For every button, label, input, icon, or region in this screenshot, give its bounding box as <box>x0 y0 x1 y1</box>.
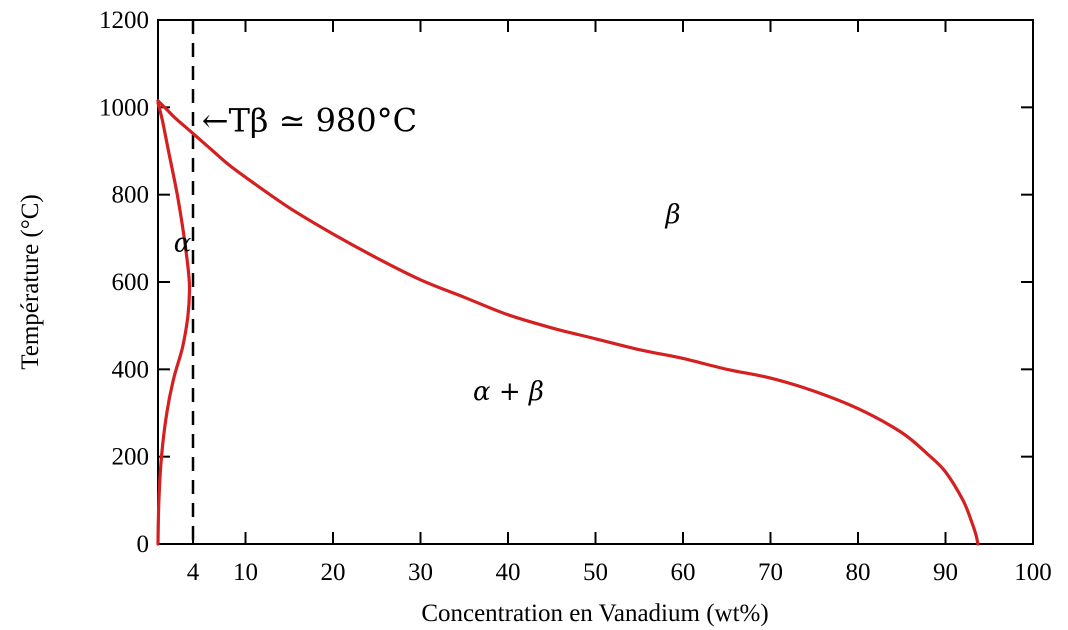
plot-frame <box>157 19 1034 545</box>
annotation-label: α <box>174 228 192 258</box>
x-tick-label: 60 <box>671 559 696 586</box>
beta-transus-curve <box>156 99 980 546</box>
y-tick-label: 400 <box>112 356 150 383</box>
phase-boundaries <box>156 99 980 546</box>
x-tick-label: 100 <box>1014 559 1052 586</box>
x-axis-title: Concentration en Vanadium (wt%) <box>421 600 768 627</box>
x-tick-label: 10 <box>233 559 258 586</box>
x-tick-label: 40 <box>496 559 521 586</box>
y-tick-label: 0 <box>137 531 150 558</box>
x-tick-label: 80 <box>846 559 871 586</box>
axis-ticks <box>158 19 1034 545</box>
annotation-label: ←Tβ ≃ 980°C <box>202 101 417 139</box>
x-tick-label: 30 <box>408 559 433 586</box>
x-tick-label: 90 <box>933 559 958 586</box>
y-tick-label: 1200 <box>99 7 149 34</box>
x-tick-label: 4 <box>187 559 200 586</box>
annotation-label: α + β <box>473 377 544 407</box>
x-tick-label: 70 <box>758 559 783 586</box>
annotations: α β α + β ←Tβ ≃ 980°C <box>174 101 681 407</box>
y-tick-label: 1000 <box>99 94 149 121</box>
alpha-boundary-curve <box>156 101 192 546</box>
y-tick-label: 600 <box>112 269 150 296</box>
x-tick-label: 20 <box>321 559 346 586</box>
y-axis-title: Température (°C) <box>17 194 44 370</box>
y-tick-label: 200 <box>112 444 150 471</box>
annotation-label: β <box>665 200 681 230</box>
axis-tick-labels: 4 10 20 30 40 50 60 70 80 90 100020040060080010001… <box>99 7 1052 586</box>
y-tick-label: 800 <box>112 182 150 209</box>
x-tick-label: 50 <box>583 559 608 586</box>
